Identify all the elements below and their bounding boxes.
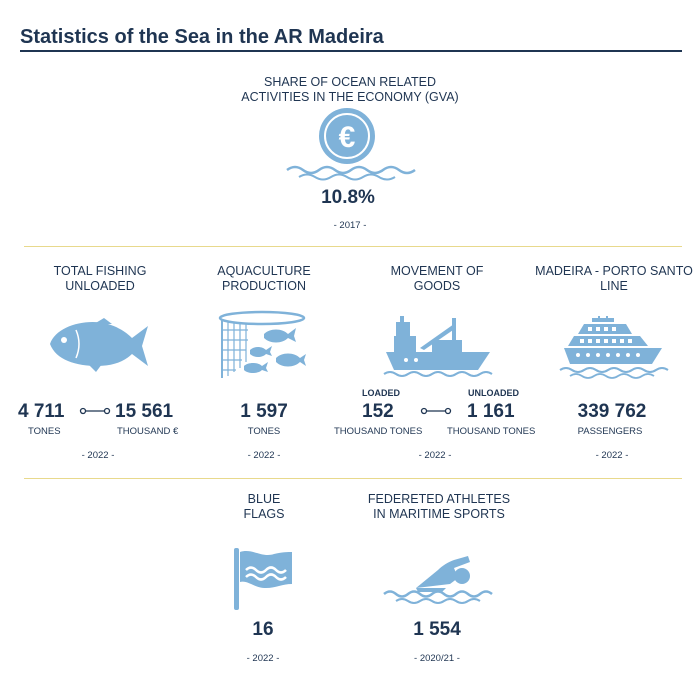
goods-caption-line2: GOODS — [413, 279, 461, 293]
fishing-value-euros: 15 561 — [115, 401, 174, 422]
goods-unit-unloaded: THOUSAND TONES — [447, 426, 536, 437]
separator-2 — [24, 478, 682, 479]
fishing-caption-line1: TOTAL FISHING — [53, 264, 147, 278]
athletes-caption: FEDERETED ATHLETES IN MARITIME SPORTS — [368, 492, 510, 522]
fishing-value-tones: 4 711 — [18, 401, 65, 422]
flags-caption: BLUE FLAGS — [244, 492, 285, 522]
fish-icon — [50, 318, 148, 372]
aquaculture-caption-line1: AQUACULTURE — [217, 264, 311, 278]
title-rule — [20, 50, 682, 52]
flags-caption-line1: BLUE — [247, 492, 281, 506]
goods-caption-line1: MOVEMENT OF — [390, 264, 484, 278]
share-caption: SHARE OF OCEAN RELATED ACTIVITIES IN THE… — [241, 75, 458, 105]
aquaculture-year: - 2022 - — [247, 450, 281, 461]
share-year: - 2017 - — [333, 220, 367, 231]
separator-1 — [24, 246, 682, 247]
ferry-caption-line1: MADEIRA - PORTO SANTO — [535, 264, 693, 278]
euro-coin-icon: € — [286, 108, 416, 181]
ferry-year: - 2022 - — [595, 450, 629, 461]
ferry-icon — [559, 316, 669, 379]
fishing-caption-line2: UNLOADED — [65, 279, 135, 293]
flags-caption-line2: FLAGS — [243, 507, 285, 521]
fishing-unit-euros: THOUSAND € — [117, 426, 179, 437]
flags-year: - 2022 - — [246, 653, 280, 664]
goods-year: - 2022 - — [418, 450, 452, 461]
athletes-value: 1 554 — [413, 619, 461, 640]
goods-label-unloaded: UNLOADED — [468, 388, 519, 398]
goods-unit-loaded: THOUSAND TONES — [334, 426, 423, 437]
page-title: Statistics of the Sea in the AR Madeira — [20, 26, 384, 48]
aquaculture-value: 1 597 — [240, 401, 288, 422]
connector-icon — [79, 407, 111, 415]
flags-value: 16 — [252, 619, 274, 640]
goods-value-unloaded: 1 161 — [467, 401, 515, 422]
aquaculture-caption: AQUACULTURE PRODUCTION — [217, 264, 311, 294]
goods-label-loaded: LOADED — [362, 388, 400, 398]
fishing-unit-tones: TONES — [28, 426, 61, 437]
connector-icon-goods — [420, 407, 452, 415]
fish-net-icon — [218, 310, 306, 378]
ferry-caption-line2: LINE — [600, 279, 628, 293]
svg-text:€: € — [339, 121, 356, 154]
fishing-caption: TOTAL FISHING UNLOADED — [54, 264, 147, 294]
goods-value-loaded: 152 — [362, 401, 394, 422]
share-caption-line2: ACTIVITIES IN THE ECONOMY (GVA) — [241, 90, 459, 104]
ferry-unit: PASSENGERS — [577, 426, 643, 437]
fishing-year: - 2022 - — [81, 450, 115, 461]
aquaculture-caption-line2: PRODUCTION — [221, 279, 307, 293]
ferry-value: 339 762 — [577, 401, 647, 422]
athletes-year: - 2020/21 - — [414, 653, 460, 664]
ferry-caption: MADEIRA - PORTO SANTO LINE — [535, 264, 693, 294]
athletes-caption-line1: FEDERETED ATHLETES — [367, 492, 511, 506]
share-value: 10.8% — [321, 187, 375, 208]
aquaculture-unit: TONES — [247, 426, 281, 437]
swimmer-icon — [383, 556, 493, 604]
athletes-caption-line2: IN MARITIME SPORTS — [373, 507, 505, 521]
goods-caption: MOVEMENT OF GOODS — [391, 264, 484, 294]
blue-flag-icon — [234, 548, 292, 610]
cargo-ship-icon — [383, 316, 493, 377]
share-caption-line1: SHARE OF OCEAN RELATED — [263, 75, 437, 89]
